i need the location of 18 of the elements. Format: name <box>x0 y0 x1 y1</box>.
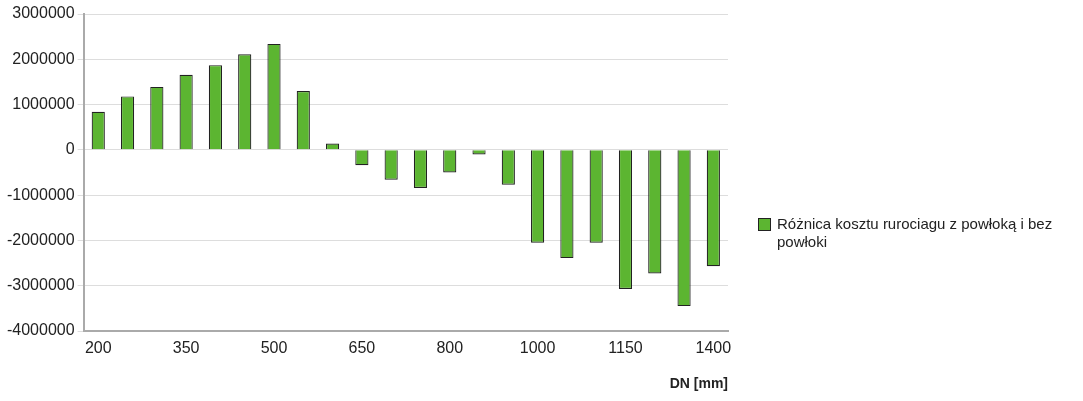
y-tick-label: -4000000 <box>6 321 75 339</box>
x-tick-label: 200 <box>84 339 112 357</box>
x-tick-label: 800 <box>436 339 464 357</box>
y-tick-label: -2000000 <box>6 230 75 248</box>
legend-label: Różnica kosztu rurociagu z powłoką i bez powłoki <box>777 215 1054 251</box>
x-tick-label: 1000 <box>519 339 556 357</box>
x-tick-label: 350 <box>172 339 200 357</box>
y-tick-label: 1000000 <box>12 94 75 112</box>
y-tick-label: 2000000 <box>12 49 75 67</box>
x-tick-label: 650 <box>348 339 376 357</box>
x-tick-label: 1150 <box>608 339 643 357</box>
x-tick-label: 500 <box>260 339 288 357</box>
x-axis-title: DN [mm] <box>669 375 728 392</box>
x-tick-label: 1400 <box>695 339 732 357</box>
y-tick-label: 0 <box>65 140 75 158</box>
y-tick-label: -1000000 <box>6 185 75 203</box>
y-tick-label: -3000000 <box>6 276 75 294</box>
y-tick-label: 3000000 <box>12 4 75 22</box>
